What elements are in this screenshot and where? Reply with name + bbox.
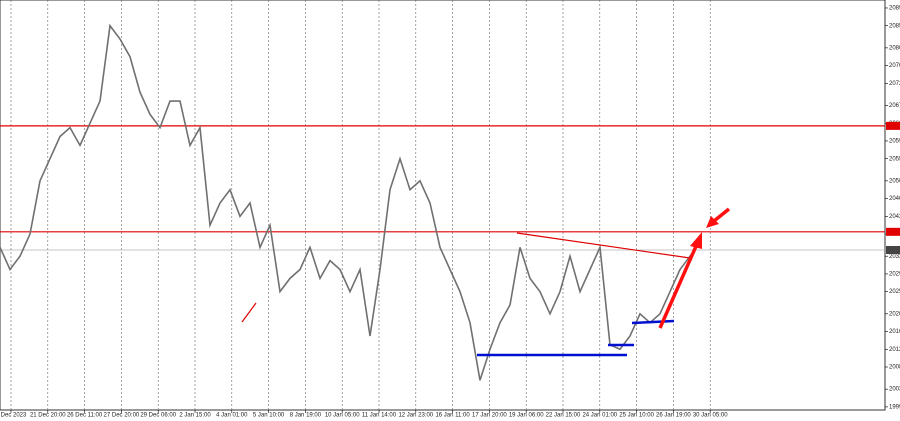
x-tick-label: 26 Dec 11:00 [67, 413, 103, 419]
level-tag [886, 227, 900, 236]
x-tick-label: 4 Jan 01:00 [216, 413, 248, 419]
arrow-head [706, 216, 719, 228]
y-tick-label: 2008 [889, 365, 900, 371]
y-tick-label: 2089 [889, 6, 900, 12]
x-tick-label: 17 Jan 20:00 [472, 413, 507, 419]
x-tick-label: 24 Jan 01:00 [582, 413, 617, 419]
trend-line [241, 302, 257, 323]
arrow [658, 243, 699, 329]
y-tick-label: 2080 [889, 45, 900, 51]
x-tick-label: 8 Jan 19:00 [290, 413, 322, 419]
support-line [631, 319, 675, 325]
level-tag [886, 121, 900, 130]
plot-frame [0, 0, 886, 411]
price-line [0, 23, 701, 381]
y-tick-label: 2033 [889, 254, 900, 260]
x-tick-label: 16 Jan 11:00 [435, 413, 470, 419]
x-tick-label: 12 Jan 23:00 [398, 413, 433, 419]
y-tick-label: 1999 [889, 404, 900, 410]
drawings [241, 207, 731, 357]
x-tick-label: 8 Dec 2023 [0, 413, 27, 419]
arrow-head [690, 232, 702, 249]
y-tick-label: 2046 [889, 196, 900, 202]
y-tick-label: 2076 [889, 63, 900, 69]
y-tick-label: 2067 [889, 103, 900, 109]
x-tick-label: 25 Jan 10:00 [619, 413, 654, 419]
x-tick-label: 21 Dec 20:00 [30, 413, 66, 419]
x-tick-label: 22 Jan 15:00 [546, 413, 581, 419]
x-tick-label: 26 Jan 19:00 [656, 413, 691, 419]
y-tick-label: 2020 [889, 311, 900, 317]
x-tick-label: 27 Dec 20:00 [104, 413, 140, 419]
y-tick-label: 2025 [889, 289, 900, 295]
x-tick-label: 19 Jan 06:00 [509, 413, 544, 419]
arrow [712, 207, 731, 223]
y-tick-label: 2059 [889, 139, 900, 145]
x-tick-label: 11 Jan 14:00 [362, 413, 397, 419]
x-tick-label: 2 Jan 15:00 [179, 413, 211, 419]
y-tick-label: 2055 [889, 156, 900, 162]
y-tick-label: 2050 [889, 178, 900, 184]
x-tick-label: 10 Jan 05:00 [325, 413, 360, 419]
y-tick-label: 2085 [889, 23, 900, 29]
x-tick-label: 5 Jan 10:00 [253, 413, 285, 419]
trend-line [516, 232, 691, 259]
x-tick-label: 29 Dec 06:00 [140, 413, 176, 419]
y-tick-label: 2003 [889, 387, 900, 393]
marks [0, 0, 885, 410]
y-tick-label: 2016 [889, 329, 900, 335]
current-price-tag [886, 245, 900, 254]
y-tick-label: 2029 [889, 272, 900, 278]
x-tick-label: 30 Jan 05:00 [693, 413, 728, 419]
